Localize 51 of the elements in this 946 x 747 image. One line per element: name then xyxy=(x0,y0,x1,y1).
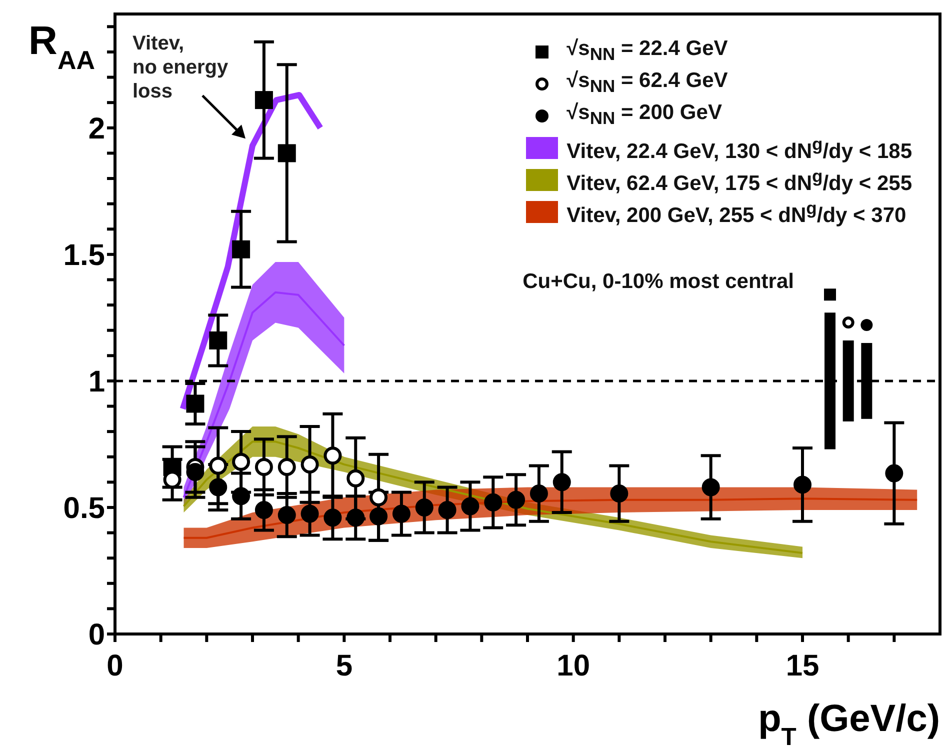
y-axis-title: R$_{AA}$ xyxy=(28,19,96,75)
legend-label: √s$_{NN}$ = 200 GeV xyxy=(566,100,722,131)
point xyxy=(610,484,628,503)
point xyxy=(209,331,228,350)
point xyxy=(484,493,502,512)
y-tick-label: 0 xyxy=(88,618,105,652)
point xyxy=(392,504,410,523)
bar xyxy=(842,340,854,422)
point xyxy=(346,469,365,488)
point xyxy=(209,456,228,475)
y-tick-label: 1 xyxy=(88,366,105,399)
point xyxy=(370,507,388,526)
x-tick-label: 5 xyxy=(336,649,353,682)
legend-label: √s$_{NN}$ = 22.4 GeV xyxy=(566,36,728,67)
annotation: Vitev, no energy loss xyxy=(132,32,229,103)
legend-label: √s$_{NN}$ = 62.4 GeV xyxy=(566,68,728,99)
point xyxy=(552,473,571,492)
point xyxy=(702,478,720,496)
annotation: Cu+Cu, 0-10% most central xyxy=(522,269,795,295)
point xyxy=(346,508,365,527)
x-axis-title: p$_{T}$ (GeV/c) xyxy=(758,698,940,747)
point xyxy=(415,498,434,516)
point xyxy=(186,463,204,482)
point xyxy=(324,446,342,465)
point xyxy=(324,508,342,527)
point xyxy=(232,240,250,258)
point xyxy=(232,452,250,471)
y-tick-label: 0.5 xyxy=(63,492,105,526)
point xyxy=(254,501,273,519)
point xyxy=(278,458,296,476)
point xyxy=(300,504,319,523)
point xyxy=(186,394,204,413)
x-tick-label: 15 xyxy=(786,649,820,682)
point xyxy=(278,144,296,162)
point xyxy=(461,497,480,516)
y-tick-label: 2 xyxy=(88,112,105,146)
point xyxy=(254,91,273,110)
legend-label: Vitev, 22.4 GeV, 130 < dN$^{g}$/dy < 185 xyxy=(566,134,912,163)
point xyxy=(507,490,526,509)
point xyxy=(885,464,904,482)
legend-label: Vitev, 200 GeV, 255 < dN$^{g}$/dy < 370 xyxy=(566,198,906,227)
point xyxy=(438,501,456,519)
point xyxy=(300,455,319,474)
point xyxy=(278,506,296,524)
y-tick-label: 1.5 xyxy=(63,239,105,272)
legend-label: Vitev, 62.4 GeV, 175 < dN$^{g}$/dy < 255 xyxy=(566,166,912,195)
point xyxy=(209,478,228,496)
point xyxy=(254,458,273,476)
point xyxy=(794,476,812,494)
point xyxy=(530,484,548,503)
x-tick-label: 10 xyxy=(556,649,590,682)
